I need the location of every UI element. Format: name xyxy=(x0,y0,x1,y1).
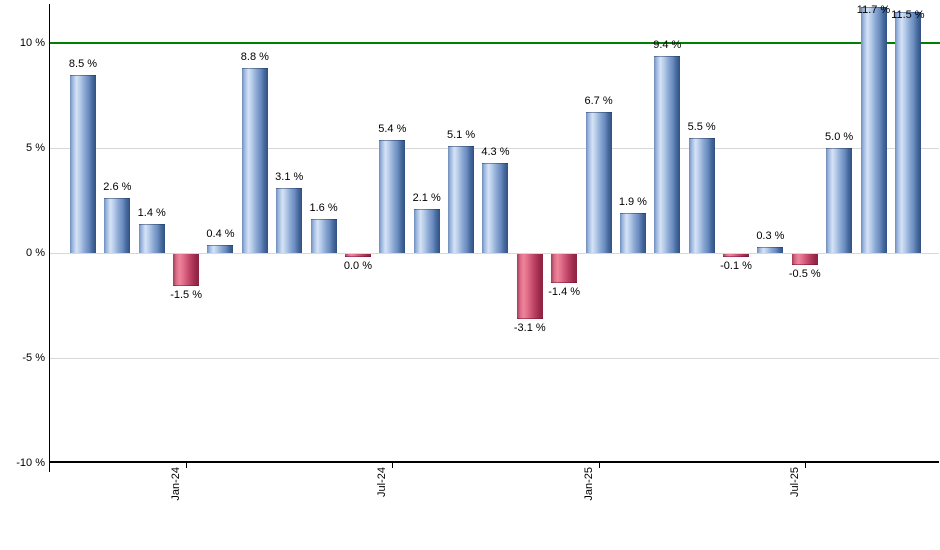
bar-value-label: 1.9 % xyxy=(618,196,647,209)
bar-value-label: 11.5 % xyxy=(891,8,925,21)
bar-value-label: 9.4 % xyxy=(653,38,682,51)
bar-positive[interactable] xyxy=(448,145,475,253)
y-axis-tick-label: -10 % xyxy=(16,457,45,469)
bar-positive[interactable] xyxy=(207,244,234,253)
x-axis-tick xyxy=(598,463,600,468)
bar-value-label: 5.1 % xyxy=(446,128,476,141)
bar-positive[interactable] xyxy=(826,148,853,253)
bar-positive[interactable] xyxy=(276,187,303,253)
x-axis-tick-label: Jul-24 xyxy=(376,467,389,497)
bar-value-label: 8.5 % xyxy=(68,57,98,70)
bar-positive[interactable] xyxy=(757,246,784,253)
bar-positive[interactable] xyxy=(619,213,646,253)
bar-value-label: 0.3 % xyxy=(756,229,785,242)
y-axis-tick-label: 0 % xyxy=(26,247,45,259)
bar-negative[interactable] xyxy=(344,254,371,257)
gridline xyxy=(50,148,939,149)
bar-positive[interactable] xyxy=(860,7,887,253)
bar-negative[interactable] xyxy=(516,254,543,320)
x-axis-tick xyxy=(804,463,806,468)
bar-value-label: 8.8 % xyxy=(240,51,269,64)
x-axis-tick-label: Jul-25 xyxy=(788,467,801,497)
bar-value-label: 4.3 % xyxy=(481,145,510,158)
bar-negative[interactable] xyxy=(723,254,750,257)
x-axis-tick xyxy=(392,463,394,468)
y-axis-tick-label: -5 % xyxy=(22,352,45,364)
bar-value-label: 5.5 % xyxy=(687,120,716,133)
bar-value-label: 0.0 % xyxy=(343,259,373,272)
bar-negative[interactable] xyxy=(551,254,578,284)
bar-positive[interactable] xyxy=(104,198,131,253)
bar-positive[interactable] xyxy=(241,68,268,253)
bar-value-label: 6.7 % xyxy=(584,95,613,108)
bar-value-label: -1.4 % xyxy=(548,286,581,299)
x-axis-tick-label: Jan-24 xyxy=(170,467,183,501)
bar-value-label: 0.4 % xyxy=(206,227,235,240)
y-axis-tick-label: 10 % xyxy=(19,37,45,49)
bar-value-label: -3.1 % xyxy=(513,322,546,335)
bar-value-label: 3.1 % xyxy=(275,170,304,183)
bar-value-label: -0.1 % xyxy=(720,259,752,272)
y-axis-line xyxy=(49,4,50,472)
bar-value-label: -0.5 % xyxy=(788,267,821,280)
bar-positive[interactable] xyxy=(70,74,96,253)
reference-line-10pct xyxy=(50,42,940,44)
bar-positive[interactable] xyxy=(654,55,681,253)
bar-value-label: -1.5 % xyxy=(170,288,202,301)
x-axis-tick xyxy=(186,463,188,468)
bar-positive[interactable] xyxy=(688,137,715,253)
bar-positive[interactable] xyxy=(585,112,612,253)
bar-value-label: 2.6 % xyxy=(103,181,132,194)
bar-positive[interactable] xyxy=(894,11,921,253)
bar-positive[interactable] xyxy=(310,219,337,253)
bar-positive[interactable] xyxy=(482,162,509,253)
bar-negative[interactable] xyxy=(791,254,818,265)
bar-value-label: 5.0 % xyxy=(825,131,854,143)
bar-value-label: 11.7 % xyxy=(856,4,891,17)
gridline xyxy=(50,358,939,359)
bar-value-label: 5.4 % xyxy=(378,122,407,135)
bar-positive[interactable] xyxy=(138,223,165,253)
x-axis-line xyxy=(49,461,939,463)
bar-positive[interactable] xyxy=(379,139,406,253)
gridline xyxy=(50,253,939,254)
bar-negative[interactable] xyxy=(173,254,200,286)
bar-value-label: 1.4 % xyxy=(137,206,166,219)
bar-value-label: 2.1 % xyxy=(412,191,441,204)
x-axis-tick-label: Jan-25 xyxy=(582,467,595,501)
y-axis-tick-label: 5 % xyxy=(26,142,45,154)
bar-value-label: 1.6 % xyxy=(309,202,338,215)
bar-positive[interactable] xyxy=(413,208,440,253)
